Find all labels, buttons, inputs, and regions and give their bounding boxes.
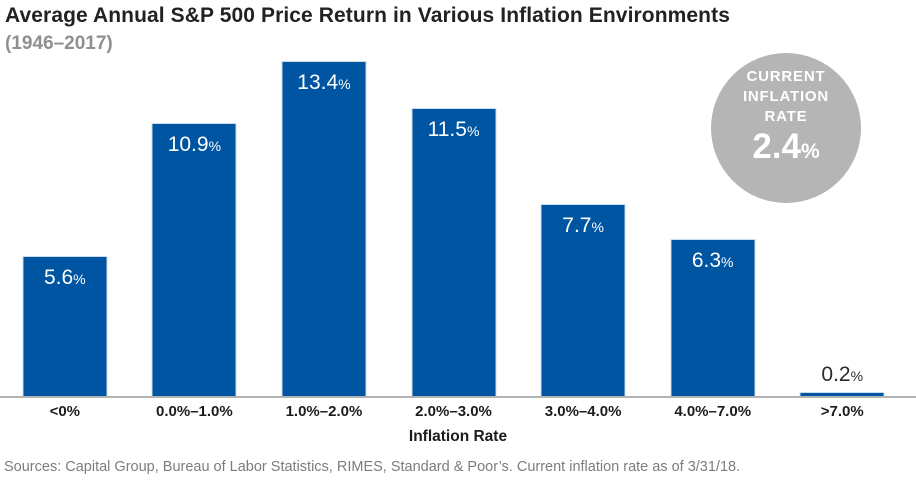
bar-value-number: 0.2 — [821, 363, 851, 386]
category-label: <0% — [49, 403, 81, 420]
badge-value: 2.4% — [752, 128, 819, 171]
source-note: Sources: Capital Group, Bureau of Labor … — [4, 459, 741, 475]
bar-column: 6.3% — [648, 57, 778, 397]
category-label: >7.0% — [820, 403, 864, 420]
bar-value-number: 5.6 — [43, 266, 74, 290]
current-inflation-badge: CURRENT INFLATION RATE 2.4% — [711, 53, 861, 203]
category-label: 3.0%–4.0% — [544, 403, 622, 420]
bar-value-number: 6.3 — [691, 248, 722, 272]
bar: 10.9% — [151, 123, 237, 397]
bar-value-label: 10.9% — [153, 133, 236, 157]
bar-column: 7.7% — [518, 57, 648, 397]
badge-line-2: INFLATION — [742, 88, 830, 105]
bar: 0.2% — [799, 363, 885, 397]
chart-header: Average Annual S&P 500 Price Return in V… — [5, 4, 911, 55]
bar-value-number: 11.5 — [427, 118, 467, 142]
bar-column: 11.5% — [389, 57, 519, 397]
badge-percent-sign: % — [800, 140, 820, 163]
category-label: 2.0%–3.0% — [415, 403, 492, 420]
bar-percent-sign: % — [591, 218, 604, 235]
bar-value-number: 10.9 — [167, 133, 209, 157]
bar-columns: 5.6% 10.9% 13.4% 11.5% 7.7% 6.3% 0.2% — [0, 57, 907, 397]
badge-line-1: CURRENT — [746, 68, 826, 85]
bar-value-label: 7.7% — [542, 214, 625, 238]
bar: 5.6% — [22, 256, 108, 397]
badge-line-3: RATE — [764, 108, 808, 125]
category-label: 0.0%–1.0% — [156, 403, 233, 420]
bar-percent-sign: % — [466, 123, 480, 140]
bar-column: 5.6% — [0, 57, 130, 397]
bar-percent-sign: % — [208, 138, 222, 155]
bar: 6.3% — [670, 238, 756, 397]
bar-value-label: 11.5% — [412, 118, 495, 142]
category-label: 4.0%–7.0% — [674, 403, 752, 420]
chart-title: Average Annual S&P 500 Price Return in V… — [5, 4, 730, 27]
bar-percent-sign: % — [338, 75, 351, 92]
badge-value-number: 2.4 — [752, 127, 801, 166]
bar-percent-sign: % — [73, 271, 86, 288]
bar: 7.7% — [540, 203, 626, 397]
bar-value-number: 7.7 — [562, 213, 592, 237]
category-label: 1.0%–2.0% — [285, 403, 363, 420]
bar-percent-sign: % — [850, 368, 864, 384]
bar-column: 13.4% — [259, 57, 389, 397]
category-labels: <0% 0.0%–1.0% 1.0%–2.0% 2.0%–3.0% 3.0%–4.0% 4… — [0, 403, 907, 420]
bar-column: 10.9% — [130, 57, 260, 397]
x-axis-line — [0, 396, 916, 398]
bar: 13.4% — [281, 60, 367, 397]
bar-value-label: 0.2% — [801, 363, 884, 387]
bar-value-label: 5.6% — [23, 266, 106, 290]
bar: 11.5% — [411, 108, 497, 397]
bar-column: 0.2% — [777, 57, 907, 397]
bar-percent-sign: % — [721, 253, 734, 270]
chart-subtitle: (1946–2017) — [5, 33, 113, 54]
x-axis-title: Inflation Rate — [408, 428, 508, 445]
bar-value-label: 6.3% — [671, 249, 754, 273]
bar-value-label: 13.4% — [282, 71, 365, 95]
bar-value-number: 13.4 — [297, 70, 339, 94]
